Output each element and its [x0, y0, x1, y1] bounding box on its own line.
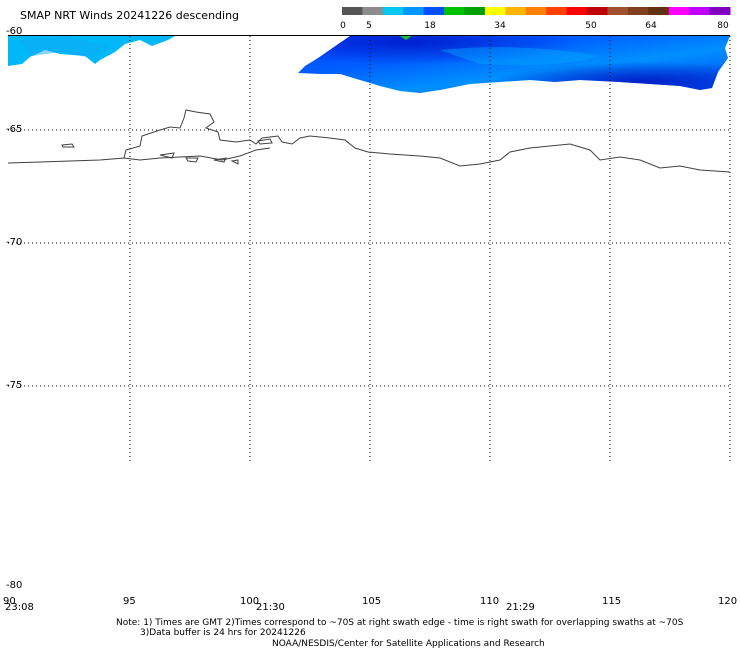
lon-label: 110 [480, 596, 500, 607]
lon-label: 90 [3, 596, 16, 607]
time-label: 21:30 [256, 602, 285, 613]
colorbar-tick-label: 5 [366, 21, 372, 31]
lat-label: -70 [6, 237, 23, 248]
colorbar-segment [648, 7, 670, 15]
colorbar-segment [546, 7, 568, 15]
lat-label: -65 [6, 124, 23, 135]
colorbar-segment [505, 7, 527, 15]
time-label: 23:08 [5, 602, 34, 613]
colorbar-segment [689, 7, 711, 15]
colorbar-segment [709, 7, 731, 15]
colorbar-tick-label: 80 [717, 21, 729, 31]
coastline [7, 109, 731, 173]
lon-label: 100 [240, 596, 260, 607]
colorbar-segment [382, 7, 404, 15]
colorbar-segment [668, 7, 690, 15]
lon-label: 95 [123, 596, 136, 607]
graticule [8, 36, 731, 464]
note-line-2: 3)Data buffer is 24 hrs for 20241226 [140, 628, 306, 638]
colorbar-tick-label: 0 [340, 21, 346, 31]
colorbar-segment [423, 7, 445, 15]
colorbar-segment [607, 7, 629, 15]
colorbar-segment [627, 7, 649, 15]
lat-label: -75 [6, 380, 23, 391]
credit-line: NOAA/NESDIS/Center for Satellite Applica… [272, 639, 545, 649]
note-line-1: Note: 1) Times are GMT 2)Times correspon… [116, 618, 684, 628]
colorbar-segment [464, 7, 486, 15]
lat-label: -60 [6, 26, 23, 37]
colorbar-segment [587, 7, 608, 15]
map-title: SMAP NRT Winds 20241226 descending [20, 9, 240, 22]
colorbar-segment [566, 7, 588, 15]
lon-label: 115 [602, 596, 622, 607]
colorbar-segment [484, 7, 506, 15]
colorbar-tick-label: 18 [424, 21, 436, 31]
colorbar [342, 7, 731, 15]
colorbar-segment [362, 7, 384, 15]
time-label: 21:29 [506, 602, 535, 613]
colorbar-segment [403, 7, 425, 15]
colorbar-tick-label: 50 [585, 21, 597, 31]
colorbar-segment [342, 7, 363, 15]
lon-label: 120 [718, 596, 738, 607]
lat-label: -80 [6, 580, 23, 591]
colorbar-tick-label: 64 [645, 21, 657, 31]
lon-label: 105 [362, 596, 382, 607]
colorbar-segment [444, 7, 466, 15]
colorbar-tick-label: 34 [494, 21, 506, 31]
colorbar-segment [525, 7, 547, 15]
